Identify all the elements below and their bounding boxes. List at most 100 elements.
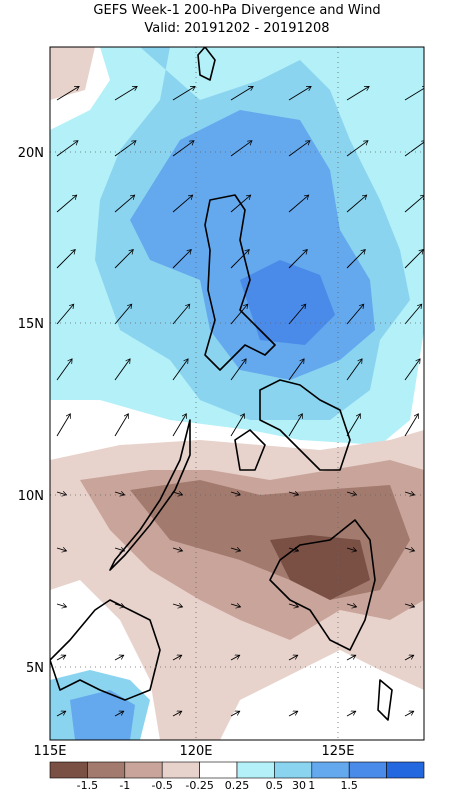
wind-arrow [172, 250, 191, 269]
colorbar-box [161, 761, 200, 779]
colorbar-box [311, 761, 350, 779]
wind-arrow [404, 86, 424, 101]
div-sw-core [70, 690, 135, 740]
wind-arrow [56, 250, 75, 269]
lat-label: 15N [18, 317, 44, 332]
wind-arrow [346, 195, 367, 213]
wind-arrow [56, 304, 74, 325]
vector-scale-label: 30 [292, 779, 306, 791]
wind-vectors [56, 86, 424, 717]
wind-arrow [56, 604, 67, 607]
lat-label: 20N [18, 146, 44, 161]
lon-label: 115E [33, 744, 66, 759]
wind-arrow [288, 414, 303, 437]
wind-arrow [288, 86, 311, 101]
wind-arrow [172, 655, 182, 661]
wind-arrow [288, 359, 304, 381]
wind-arrow [346, 359, 362, 381]
colorbar-box [274, 761, 313, 779]
wind-arrow [346, 304, 364, 325]
wind-arrow [230, 548, 241, 551]
wind-arrow [288, 141, 310, 157]
wind-arrow [56, 492, 67, 495]
wind-arrow [230, 492, 241, 495]
wind-arrow [404, 141, 424, 157]
wind-arrow [288, 195, 309, 213]
wind-arrow [172, 492, 183, 495]
wind-arrow [346, 86, 369, 101]
lon-label: 120E [179, 744, 212, 759]
wind-arrow [404, 604, 415, 607]
title-line-2: Valid: 20191202 - 20191208 [144, 21, 329, 36]
colorbar-label: 1.5 [340, 779, 358, 791]
wind-arrow [346, 414, 361, 437]
wind-arrow [230, 604, 241, 607]
wind-arrow [172, 604, 183, 607]
wind-arrow [56, 655, 66, 661]
field [50, 47, 424, 740]
wind-arrow [230, 359, 246, 381]
wind-arrow [346, 250, 365, 269]
colorbar-label: 1 [308, 779, 315, 791]
colorbar-box [49, 761, 88, 779]
wind-arrow [172, 548, 183, 551]
wind-arrow [230, 304, 248, 325]
wind-arrow [404, 414, 419, 437]
conv-nw [50, 47, 95, 100]
wind-arrow [172, 141, 194, 157]
wind-arrow [172, 359, 188, 381]
wind-arrow [346, 141, 368, 157]
wind-arrow [114, 195, 135, 213]
wind-arrow [230, 414, 245, 437]
wind-arrow [230, 250, 249, 269]
colorbar-label: 0.5 [266, 779, 284, 791]
wind-arrow [114, 414, 129, 437]
wind-arrow [114, 86, 137, 101]
wind-arrow [56, 141, 78, 157]
wind-arrow [114, 492, 125, 495]
wind-arrow [172, 195, 193, 213]
wind-arrow [114, 604, 125, 607]
wind-arrow [288, 711, 298, 717]
wind-arrow [230, 711, 240, 717]
wind-arrow [114, 711, 124, 717]
title-line-1: GEFS Week-1 200-hPa Divergence and Wind [93, 3, 380, 18]
wind-arrow [56, 359, 72, 381]
wind-arrow [114, 655, 124, 661]
colorbar-label: 0.25 [225, 779, 250, 791]
wind-arrow [56, 414, 71, 437]
wind-arrow [404, 195, 424, 213]
wind-arrow [404, 250, 423, 269]
wind-arrow [56, 195, 77, 213]
colorbar: -1.5 -1 -0.5 -0.25 0.25 0.5 1 1.5 [49, 761, 425, 791]
wind-arrow [114, 141, 136, 157]
lat-label: 10N [18, 489, 44, 504]
lat-label: 5N [26, 661, 44, 676]
wind-arrow [114, 359, 130, 381]
wind-arrow [346, 655, 356, 661]
wind-arrow [114, 304, 132, 325]
colorbar-box [124, 761, 163, 779]
wind-arrow [404, 359, 420, 381]
wind-arrow [404, 304, 422, 325]
colorbar-box [236, 761, 275, 779]
wind-arrow [230, 195, 251, 213]
colorbar-label: -0.5 [151, 779, 172, 791]
map-frame [49, 46, 425, 741]
colorbar-label: -1 [119, 779, 130, 791]
wind-arrow [56, 86, 79, 101]
wind-arrow [114, 250, 133, 269]
wind-arrow [114, 548, 125, 551]
colorbar-box [348, 761, 387, 779]
wind-arrow [288, 304, 306, 325]
gridlines [50, 47, 424, 740]
wind-arrow [404, 492, 415, 495]
wind-arrow [56, 711, 66, 717]
wind-arrow [172, 711, 182, 717]
wind-arrow [172, 414, 187, 437]
wind-arrow [404, 711, 414, 717]
colorbar-box [87, 761, 126, 779]
wind-arrow [404, 655, 414, 661]
wind-arrow [346, 711, 356, 717]
